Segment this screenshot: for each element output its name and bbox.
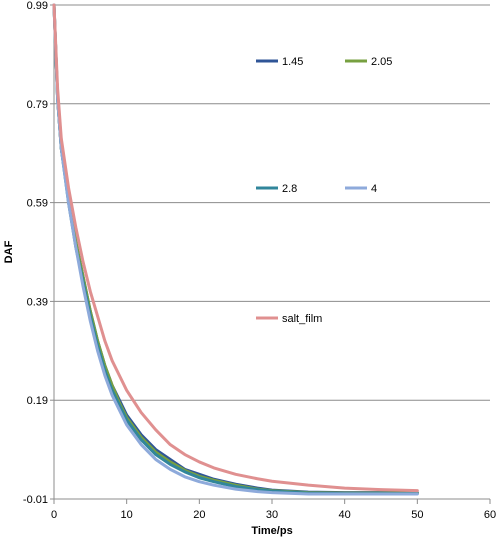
legend-label: 4 bbox=[371, 183, 377, 195]
series-line-4 bbox=[52, 3, 419, 496]
legend-label: 1.45 bbox=[282, 56, 303, 68]
gridlines bbox=[54, 4, 490, 500]
legend-item: 4 bbox=[345, 183, 377, 195]
x-tick-label: 30 bbox=[266, 509, 278, 521]
series-lines bbox=[52, 3, 419, 496]
x-tick-label: 10 bbox=[121, 509, 133, 521]
series-line-1-45 bbox=[52, 3, 419, 495]
x-tick-label: 50 bbox=[411, 509, 423, 521]
x-axis-title: Time/ps bbox=[251, 525, 292, 537]
series-line-salt-film bbox=[52, 3, 419, 493]
series-line-2-8 bbox=[52, 3, 419, 496]
legend-item: 1.45 bbox=[256, 56, 303, 68]
legend-item: 2.05 bbox=[345, 56, 392, 68]
y-tick-label: 0.39 bbox=[27, 296, 48, 308]
x-tick-label: 40 bbox=[339, 509, 351, 521]
axes bbox=[50, 4, 491, 504]
legend-item: 2.8 bbox=[256, 183, 297, 195]
y-tick-label: 0.19 bbox=[27, 395, 48, 407]
legend: 1.45 2.05 2.8 4 salt_film bbox=[256, 56, 392, 325]
legend-label: 2.8 bbox=[282, 183, 297, 195]
y-axis-title: DAF bbox=[3, 240, 15, 263]
y-tick-label: 0.79 bbox=[27, 99, 48, 111]
legend-item: salt_film bbox=[256, 313, 322, 325]
x-tick-label: 20 bbox=[193, 509, 205, 521]
series-line-2-05 bbox=[52, 3, 419, 495]
tick-labels: -0.01 0.19 0.39 0.59 0.79 0.99 0 10 20 30 40 50 60 bbox=[23, 0, 496, 521]
y-tick-label: 0.99 bbox=[27, 0, 48, 12]
y-tick-label: 0.59 bbox=[27, 198, 48, 210]
legend-label: salt_film bbox=[282, 313, 322, 325]
legend-label: 2.05 bbox=[371, 56, 392, 68]
y-tick-label: -0.01 bbox=[23, 494, 48, 506]
x-tick-label: 0 bbox=[51, 509, 57, 521]
x-tick-label: 60 bbox=[484, 509, 496, 521]
